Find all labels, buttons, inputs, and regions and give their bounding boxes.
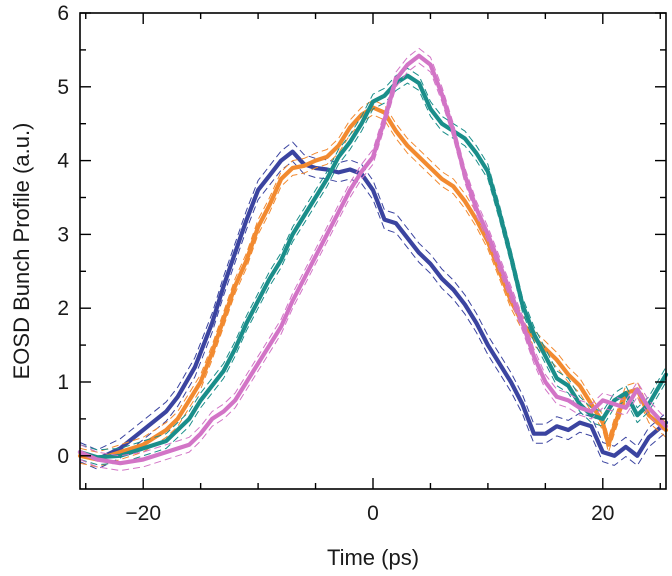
y-tick-label: 4 [57, 150, 69, 173]
series-2-line [77, 105, 669, 462]
series-1-lower-band [79, 160, 667, 470]
series-4-upper-band [79, 47, 667, 457]
x-tick-label: 20 [591, 502, 614, 525]
y-tick-label: 2 [57, 297, 69, 320]
y-tick-label: 3 [57, 223, 69, 246]
series-1-upper-band [79, 141, 667, 451]
y-tick-label: 0 [57, 445, 69, 468]
series-4-line [77, 53, 669, 466]
ticks-layer: −20 0 20 0 1 2 3 4 5 6 [57, 2, 666, 525]
series-layer [77, 47, 669, 472]
y-tick-label: 6 [57, 2, 69, 25]
series-1-line [77, 149, 669, 462]
series-3-upper-band [79, 67, 667, 451]
series-4 [77, 47, 669, 472]
y-tick-label: 1 [57, 371, 69, 394]
series-2 [77, 99, 669, 468]
series-1 [77, 141, 669, 470]
y-axis-label: EOSD Bunch Profile (a.u.) [9, 123, 34, 380]
series-3-lower-band [79, 82, 667, 466]
y-tick-label: 5 [57, 76, 69, 99]
x-axis-label: Time (ps) [327, 545, 419, 570]
x-tick-label: 0 [367, 502, 379, 525]
plot-frame [79, 12, 667, 490]
x-tick-label: −20 [125, 502, 161, 525]
